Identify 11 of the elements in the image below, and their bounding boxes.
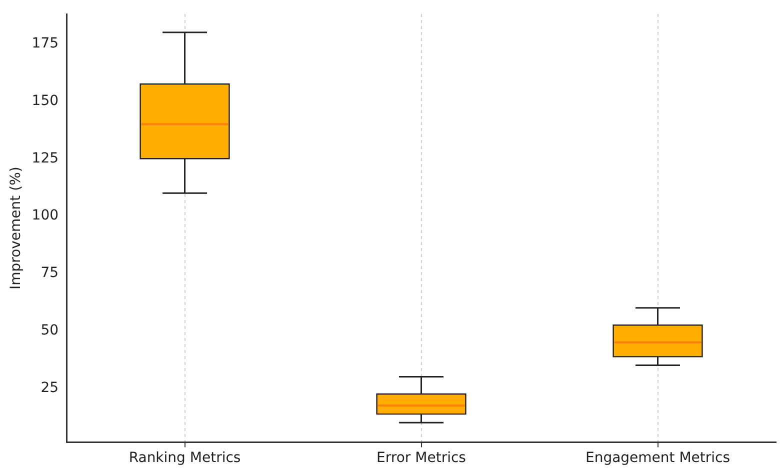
y-tick-label: 175 [32,35,59,52]
y-tick-label: 125 [32,150,59,166]
y-tick-label: 50 [40,322,59,338]
y-tick-label: 25 [40,380,59,396]
x-tick-label: Ranking Metrics [128,450,241,466]
y-tick-label: 75 [40,265,59,282]
x-tick-label: Engagement Metrics [585,450,730,466]
y-tick-label: 100 [32,208,59,224]
x-tick-label: Error Metrics [376,450,466,466]
y-axis-title: Improvement (%) [8,166,24,290]
y-tick-label: 150 [32,92,59,109]
